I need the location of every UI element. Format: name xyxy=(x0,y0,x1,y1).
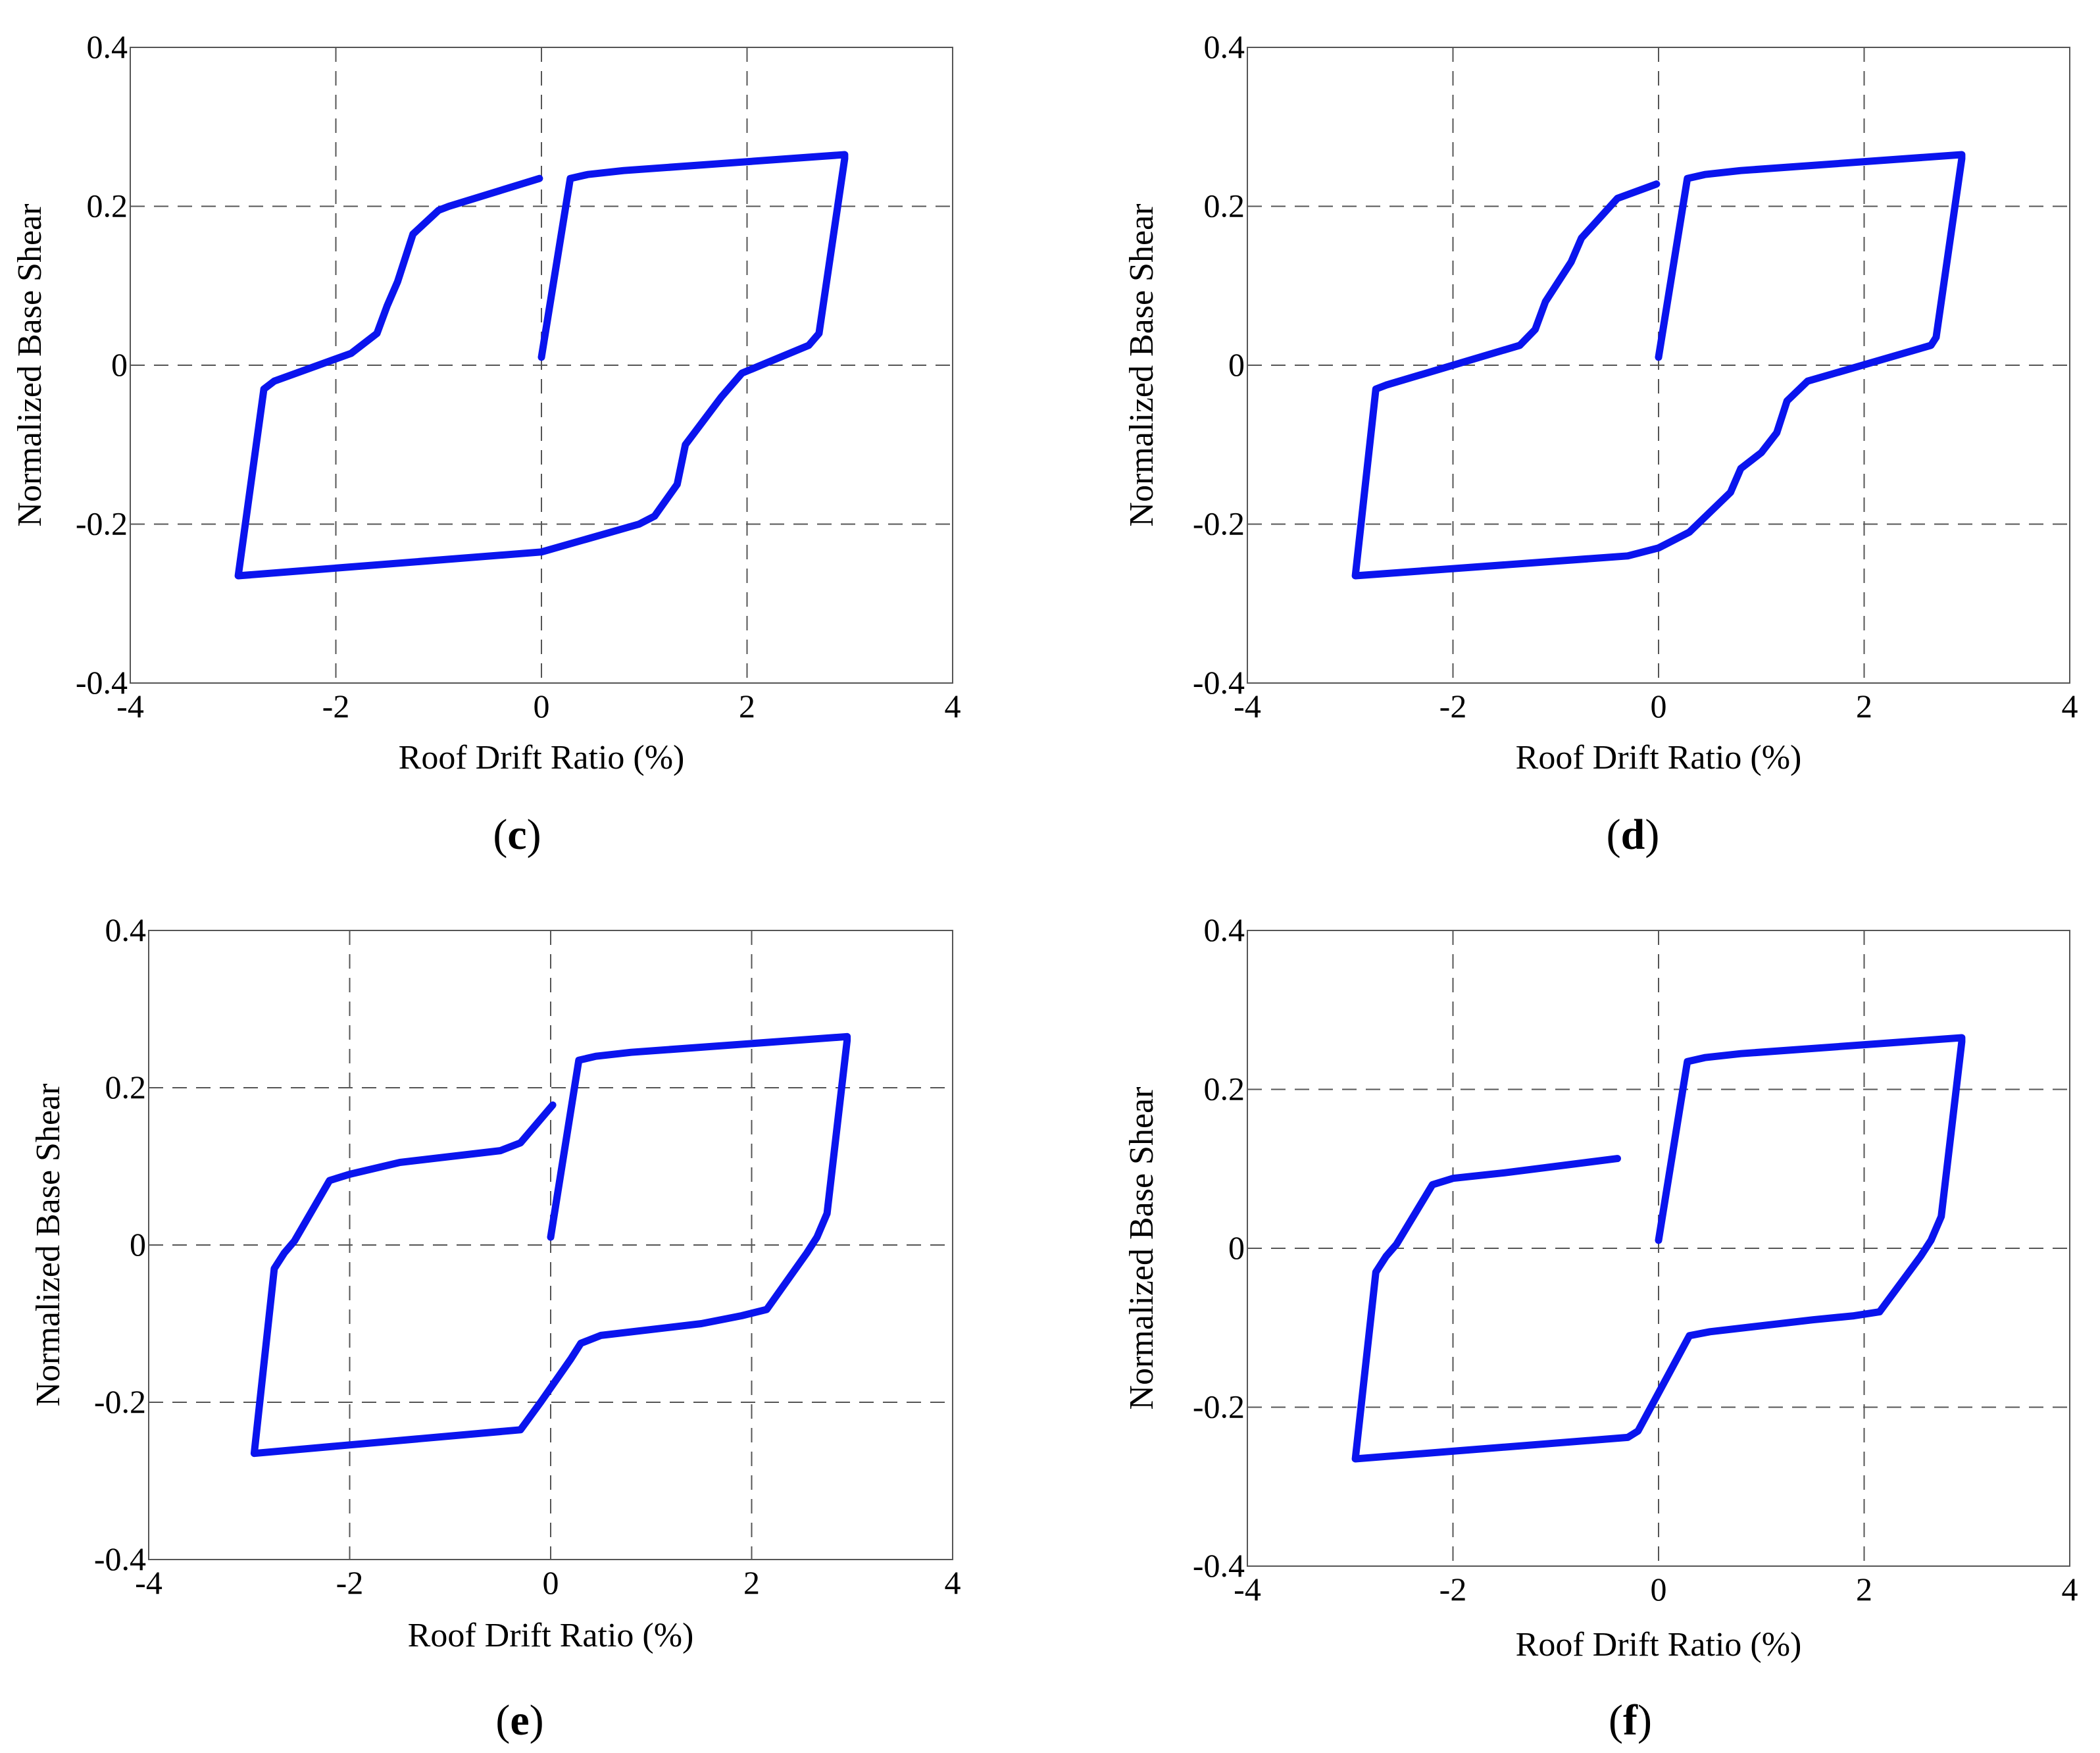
y-tick-label: 0.4 xyxy=(1204,28,1245,65)
y-tick-label: -0.4 xyxy=(1193,1547,1245,1584)
x-tick-label: 0 xyxy=(1651,1571,1667,1608)
x-tick-label: -4 xyxy=(116,688,144,724)
grid xyxy=(130,47,953,683)
x-tick-label: -4 xyxy=(1234,688,1261,724)
y-tick-label: -0.4 xyxy=(1193,664,1245,701)
y-tick-labels: -0.4 -0.2 0 0.2 0.4 xyxy=(94,911,146,1577)
chart-panel-d: -4 -2 0 2 4 -0.4 -0.2 0 0.2 0.4 Roof Drift Ratio… xyxy=(1123,28,2078,859)
x-tick-label: -2 xyxy=(322,688,350,724)
y-tick-label: -0.2 xyxy=(94,1383,146,1420)
y-tick-label: -0.4 xyxy=(94,1540,146,1577)
y-tick-label: -0.2 xyxy=(76,505,128,542)
data-layer xyxy=(1351,151,1966,580)
y-tick-label: 0 xyxy=(1228,346,1245,383)
panel-label-letter: d xyxy=(1621,811,1645,859)
x-tick-label: 4 xyxy=(945,688,961,724)
data-layer xyxy=(234,151,849,580)
series-line-hysteresis xyxy=(1351,1034,1966,1463)
x-tick-labels: -4 -2 0 2 4 xyxy=(116,688,961,724)
y-axis-title: Normalized Base Shear xyxy=(1123,1087,1161,1410)
y-axis-title: Normalized Base Shear xyxy=(1123,204,1161,527)
y-tick-label: -0.4 xyxy=(76,664,128,701)
x-tick-labels: -4 -2 0 2 4 xyxy=(135,1564,961,1601)
x-tick-label: 0 xyxy=(534,688,550,724)
x-tick-label: 2 xyxy=(743,1564,760,1601)
y-tick-label: 0.4 xyxy=(1204,911,1245,948)
y-tick-label: 0.2 xyxy=(105,1069,147,1105)
y-tick-label: -0.2 xyxy=(1193,1388,1245,1425)
plot-frame xyxy=(148,930,953,1560)
data-layer xyxy=(250,1032,851,1458)
y-tick-label: -0.2 xyxy=(1193,505,1245,542)
y-tick-label: 0 xyxy=(130,1226,146,1263)
x-tick-label: -4 xyxy=(1234,1571,1261,1608)
panel-label: (f) xyxy=(1609,1696,1652,1744)
series-line-hysteresis xyxy=(1351,151,1966,580)
panel-label-letter: f xyxy=(1623,1696,1638,1744)
plot-frame xyxy=(130,47,953,684)
panel-label: (c) xyxy=(493,811,541,859)
y-tick-labels: -0.4 -0.2 0 0.2 0.4 xyxy=(76,28,128,701)
x-axis-title: Roof Drift Ratio (%) xyxy=(399,739,685,776)
x-tick-label: -2 xyxy=(336,1564,364,1601)
y-tick-label: 0.2 xyxy=(1204,188,1245,224)
x-tick-label: -2 xyxy=(1439,688,1467,724)
x-tick-label: -2 xyxy=(1439,1571,1467,1608)
y-tick-label: 0.2 xyxy=(87,188,128,224)
x-tick-label: 2 xyxy=(1856,688,1872,724)
x-tick-label: 4 xyxy=(2062,1571,2078,1608)
plot-frame xyxy=(1247,930,2070,1567)
y-tick-label: 0.4 xyxy=(87,28,128,65)
x-tick-label: -4 xyxy=(135,1564,162,1601)
panel-label-letter: c xyxy=(507,811,526,859)
x-tick-label: 2 xyxy=(1856,1571,1872,1608)
y-axis-title: Normalized Base Shear xyxy=(30,1084,67,1407)
panel-label: (d) xyxy=(1607,811,1660,859)
chart-panel-f: -4 -2 0 2 4 -0.4 -0.2 0 0.2 0.4 Roof Drift Ratio… xyxy=(1123,911,2078,1744)
plot-frame xyxy=(1247,47,2070,684)
y-tick-label: 0 xyxy=(1228,1229,1245,1266)
x-tick-label: 0 xyxy=(1651,688,1667,724)
y-tick-label: 0 xyxy=(111,346,128,383)
data-layer xyxy=(1351,1034,1966,1463)
grid xyxy=(1247,930,2070,1566)
x-tick-label: 4 xyxy=(945,1564,961,1601)
y-tick-labels: -0.4 -0.2 0 0.2 0.4 xyxy=(1193,911,1245,1584)
x-axis-title: Roof Drift Ratio (%) xyxy=(1516,739,1802,776)
x-tick-labels: -4 -2 0 2 4 xyxy=(1234,688,2078,724)
x-axis-title: Roof Drift Ratio (%) xyxy=(1516,1626,1802,1664)
panel-label-letter: e xyxy=(510,1696,529,1744)
y-tick-label: 0.2 xyxy=(1204,1071,1245,1107)
chart-panel-e: -4 -2 0 2 4 -0.4 -0.2 0 0.2 0.4 Roof Drift Ratio… xyxy=(30,911,961,1744)
series-line-hysteresis xyxy=(234,151,849,580)
y-axis-title: Normalized Base Shear xyxy=(11,204,49,527)
x-tick-label: 4 xyxy=(2062,688,2078,724)
y-tick-label: 0.4 xyxy=(105,911,147,948)
series-line-hysteresis xyxy=(250,1032,851,1458)
panel-label: (e) xyxy=(495,1696,543,1744)
x-tick-labels: -4 -2 0 2 4 xyxy=(1234,1571,2078,1608)
x-axis-title: Roof Drift Ratio (%) xyxy=(408,1617,694,1654)
x-tick-label: 2 xyxy=(739,688,755,724)
chart-panel-c: -4 -2 0 2 4 -0.4 -0.2 0 0.2 0.4 Roof Drift Ratio… xyxy=(11,28,961,859)
y-tick-labels: -0.4 -0.2 0 0.2 0.4 xyxy=(1193,28,1245,701)
grid xyxy=(149,930,953,1560)
x-tick-label: 0 xyxy=(543,1564,559,1601)
